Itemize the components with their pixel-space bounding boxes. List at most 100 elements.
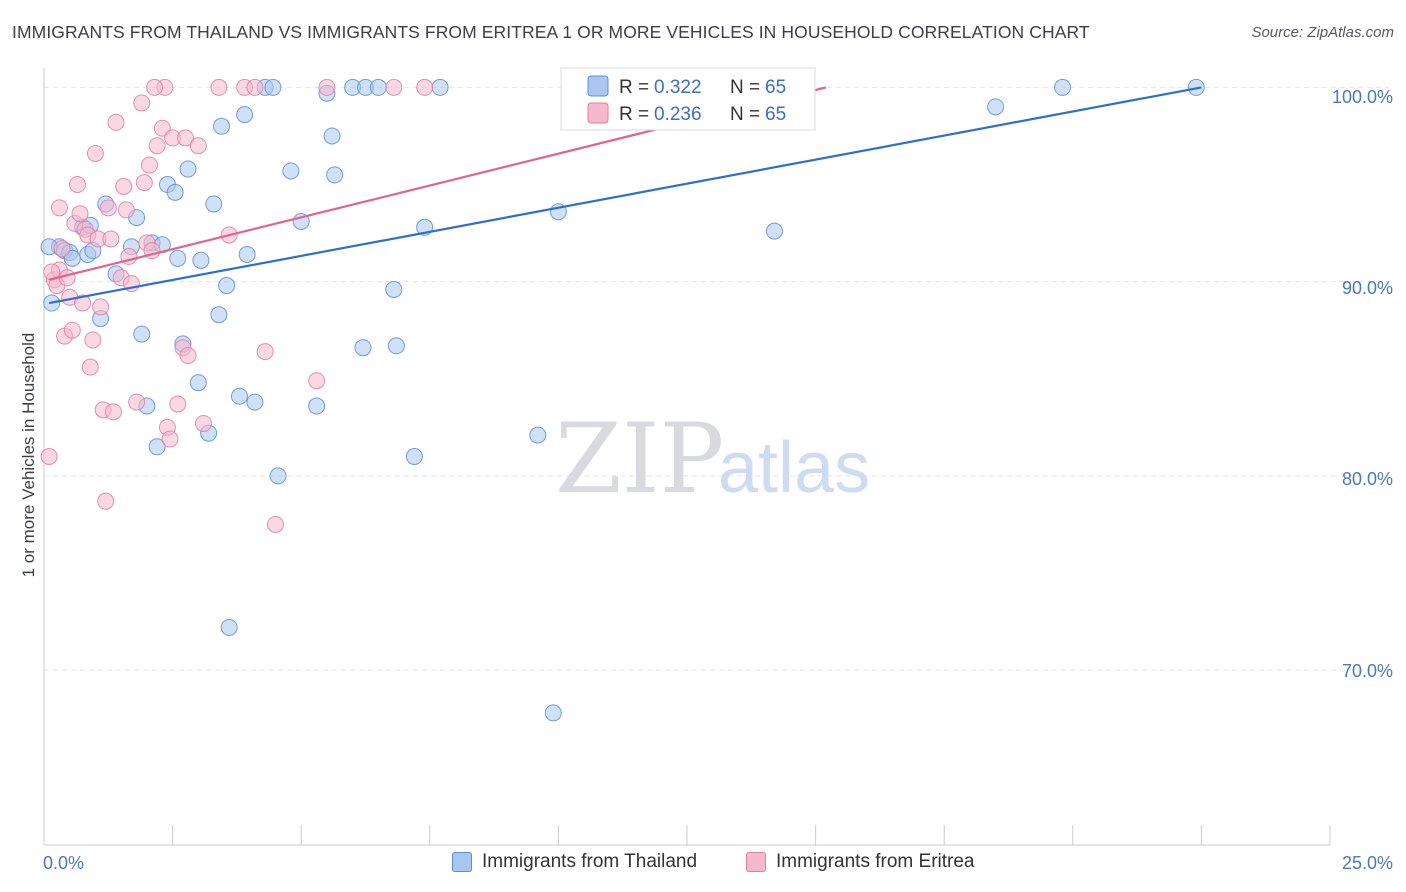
point-eritrea-44 xyxy=(176,129,194,147)
point-thailand-40 xyxy=(326,166,344,184)
point-thailand-39 xyxy=(323,127,341,145)
point-eritrea-48 xyxy=(210,78,228,96)
point-eritrea-12 xyxy=(74,294,92,312)
point-eritrea-27 xyxy=(115,177,133,195)
point-thailand-46 xyxy=(387,337,405,355)
point-eritrea-24 xyxy=(104,403,122,421)
legend-r-value-thailand: 0.322 xyxy=(654,77,702,98)
legend-r-label-thailand: R = xyxy=(619,77,649,98)
chart-title: IMMIGRANTS FROM THAILAND VS IMMIGRANTS F… xyxy=(12,22,1090,42)
legend-n-label-eritrea: N = xyxy=(730,104,760,125)
legend-item-eritrea: Immigrants from Eritrea xyxy=(746,851,974,873)
point-eritrea-34 xyxy=(140,156,158,174)
watermark-atlas: atlas xyxy=(718,428,870,508)
point-eritrea-47 xyxy=(194,414,212,432)
point-thailand-44 xyxy=(369,78,387,96)
point-thailand-42 xyxy=(354,339,372,357)
legend-n-label-thailand: N = xyxy=(730,77,760,98)
point-eritrea-57 xyxy=(416,78,434,96)
point-thailand-29 xyxy=(230,387,248,405)
point-eritrea-16 xyxy=(84,331,102,349)
point-eritrea-11 xyxy=(71,205,89,223)
legend-label-thailand: Immigrants from Thailand xyxy=(482,851,698,872)
point-thailand-57 xyxy=(987,98,1005,116)
point-eritrea-23 xyxy=(102,230,120,248)
point-eritrea-46 xyxy=(189,137,207,155)
point-thailand-26 xyxy=(212,117,230,135)
point-thailand-35 xyxy=(282,162,300,180)
point-thailand-12 xyxy=(133,325,151,343)
point-thailand-18 xyxy=(166,183,184,201)
legend-n-value-eritrea: 65 xyxy=(765,104,786,125)
point-eritrea-25 xyxy=(107,113,125,131)
point-thailand-21 xyxy=(189,374,207,392)
point-thailand-63 xyxy=(169,249,187,267)
point-eritrea-28 xyxy=(117,201,135,219)
point-eritrea-63 xyxy=(146,78,164,96)
point-eritrea-56 xyxy=(385,78,403,96)
point-eritrea-40 xyxy=(161,430,179,448)
legend-r-value-eritrea: 0.236 xyxy=(654,104,702,125)
point-eritrea-45 xyxy=(179,346,197,364)
x-tick-label-max: 25.0% xyxy=(1342,853,1393,873)
grid-layer xyxy=(44,86,1388,671)
legend-label-eritrea: Immigrants from Eritrea xyxy=(776,851,975,872)
point-thailand-20 xyxy=(179,160,197,178)
trend-line-thailand xyxy=(48,86,1202,305)
point-eritrea-17 xyxy=(86,144,104,162)
point-eritrea-15 xyxy=(81,358,99,376)
point-eritrea-4 xyxy=(50,199,68,217)
point-eritrea-19 xyxy=(92,298,110,316)
point-thailand-28 xyxy=(220,618,238,636)
point-thailand-37 xyxy=(308,397,326,415)
point-eritrea-5 xyxy=(53,240,71,258)
x-tick-label-min: 0.0% xyxy=(43,853,84,873)
y-axis-label: 1 or more Vehicles in Household xyxy=(19,333,38,578)
watermark-zip: ZIP xyxy=(555,403,724,515)
point-eritrea-0 xyxy=(40,448,58,465)
point-thailand-47 xyxy=(405,448,423,465)
point-eritrea-36 xyxy=(148,137,166,155)
y-tick-label-70: 70.0% xyxy=(1342,661,1393,681)
point-thailand-45 xyxy=(385,280,403,298)
point-thailand-64 xyxy=(264,78,282,96)
point-thailand-27 xyxy=(218,277,236,295)
legend-swatch-eritrea-bottom xyxy=(746,852,766,872)
point-thailand-49 xyxy=(431,78,449,96)
point-thailand-15 xyxy=(148,438,166,456)
point-eritrea-31 xyxy=(133,94,151,112)
point-thailand-34 xyxy=(269,467,287,485)
point-thailand-22 xyxy=(192,251,210,269)
point-eritrea-22 xyxy=(99,199,117,217)
point-eritrea-32 xyxy=(135,174,153,192)
y-tick-label-100: 100.0% xyxy=(1332,87,1393,107)
point-thailand-58 xyxy=(1054,78,1072,96)
legend-swatch-thailand xyxy=(587,75,609,97)
point-eritrea-10 xyxy=(68,176,86,194)
y-tick-label-90: 90.0% xyxy=(1342,278,1393,298)
point-thailand-30 xyxy=(236,106,254,124)
point-thailand-31 xyxy=(238,245,256,263)
watermark: ZIP atlas xyxy=(555,403,870,515)
legend-n-value-thailand: 65 xyxy=(765,77,786,98)
point-thailand-25 xyxy=(210,306,228,324)
point-thailand-50 xyxy=(529,426,547,444)
stats-legend: R = 0.322 N = 65 R = 0.236 N = 65 xyxy=(560,67,816,131)
series-legend: Immigrants from Thailand Immigrants from… xyxy=(0,851,1406,879)
point-eritrea-55 xyxy=(318,78,336,96)
point-eritrea-52 xyxy=(256,343,274,361)
legend-swatch-eritrea xyxy=(587,102,609,124)
point-eritrea-42 xyxy=(169,395,187,413)
point-thailand-56 xyxy=(765,222,783,240)
point-eritrea-51 xyxy=(246,78,264,96)
point-thailand-32 xyxy=(246,393,264,411)
source-credit: Source: ZipAtlas.com xyxy=(1251,24,1394,41)
point-thailand-24 xyxy=(205,195,223,213)
point-eritrea-21 xyxy=(97,492,115,510)
point-eritrea-53 xyxy=(266,515,284,533)
y-tick-label-80: 80.0% xyxy=(1342,469,1393,489)
points-layer xyxy=(40,78,1205,722)
point-eritrea-54 xyxy=(308,372,326,390)
point-thailand-51 xyxy=(544,704,562,722)
